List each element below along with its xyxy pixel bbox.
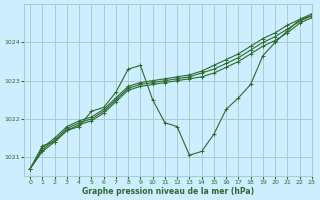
X-axis label: Graphe pression niveau de la mer (hPa): Graphe pression niveau de la mer (hPa) <box>82 187 254 196</box>
